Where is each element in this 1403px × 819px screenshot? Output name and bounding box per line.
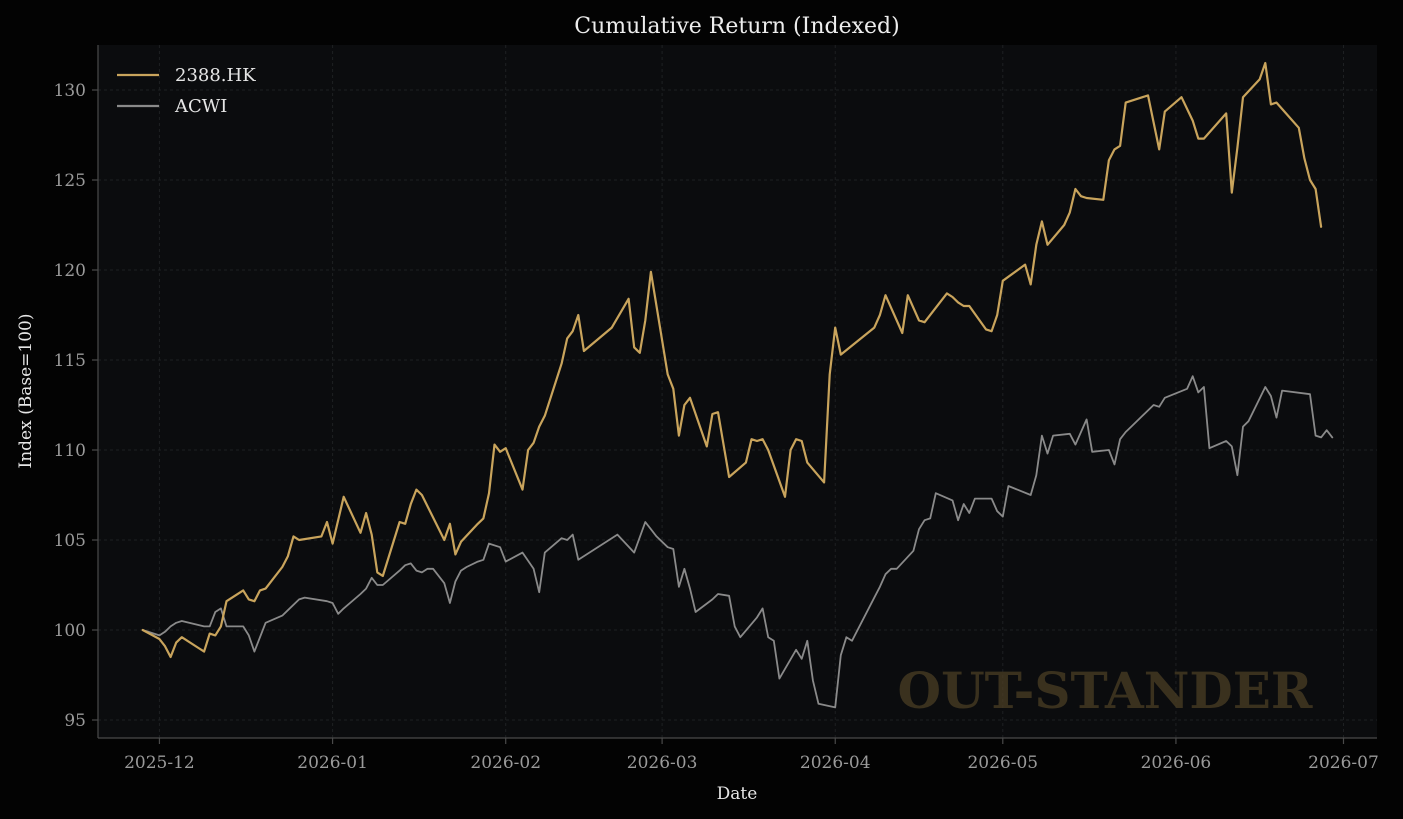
plot-area <box>98 45 1377 738</box>
x-tick-label: 2026-07 <box>1308 753 1379 773</box>
x-tick-label: 2026-05 <box>967 753 1038 773</box>
y-axis-title: Index (Base=100) <box>16 314 36 469</box>
series-line-2388-hk <box>141 61 1323 659</box>
legend-label: ACWI <box>174 96 227 117</box>
x-tick-label: 2026-02 <box>470 753 541 773</box>
legend-label: 2388.HK <box>175 65 256 86</box>
y-tick-label: 100 <box>54 621 86 641</box>
x-tick-label: 2026-06 <box>1141 753 1212 773</box>
y-tick-label: 105 <box>54 531 86 551</box>
y-tick-label: 125 <box>54 171 86 191</box>
x-tick-label: 2026-03 <box>627 753 698 773</box>
x-ticks: 2025-12 2026-01 2026-02 2026-03 2026-04 2026-… <box>124 738 1379 773</box>
series-layer <box>141 61 1334 709</box>
y-ticks: 95 100 105 110 115 120 125 130 <box>54 81 98 731</box>
y-tick-label: 95 <box>64 711 86 731</box>
chart-title: Cumulative Return (Indexed) <box>574 14 899 39</box>
x-tick-label: 2025-12 <box>124 753 195 773</box>
y-tick-label: 115 <box>54 351 86 371</box>
y-tick-label: 120 <box>54 261 86 281</box>
legend: 2388.HK ACWI <box>117 65 256 117</box>
y-tick-label: 130 <box>54 81 86 101</box>
x-tick-label: 2026-04 <box>800 753 871 773</box>
x-axis-title: Date <box>717 784 758 804</box>
y-tick-label: 110 <box>54 441 86 461</box>
x-tick-label: 2026-01 <box>297 753 368 773</box>
grid <box>98 45 1377 738</box>
watermark-text: OUT-STANDER <box>898 661 1313 720</box>
series-line-acwi <box>141 375 1334 709</box>
axes <box>97 45 1377 739</box>
